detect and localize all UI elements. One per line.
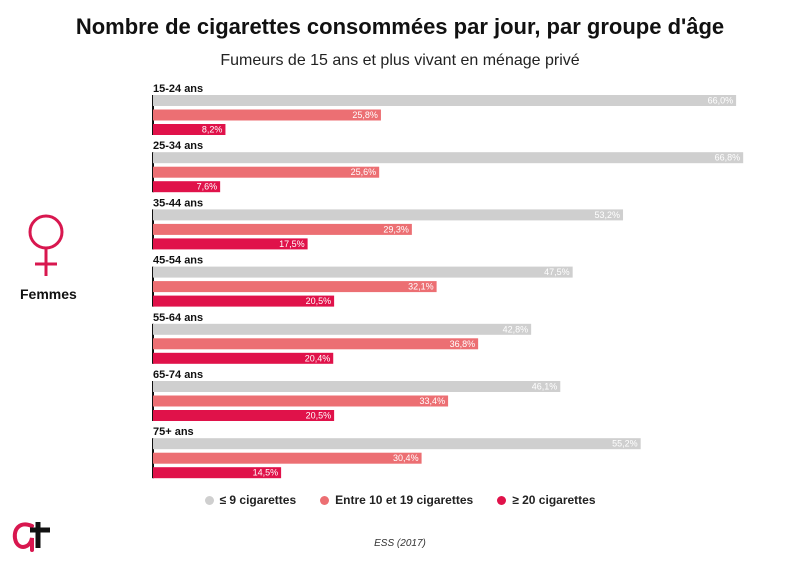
legend-item-low: ≤ 9 cigarettes xyxy=(204,493,297,507)
bar xyxy=(153,124,226,135)
data-label: 20,5% xyxy=(306,411,332,421)
bar xyxy=(153,238,308,250)
bar xyxy=(153,338,479,350)
data-label: 20,4% xyxy=(305,353,331,363)
legend-item-mid: Entre 10 et 19 cigarettes xyxy=(320,493,473,507)
category-label: 45-54 ans xyxy=(153,255,203,267)
source-note: ESS (2017) xyxy=(374,538,426,549)
data-label: 46,1% xyxy=(532,382,558,392)
data-label: 20,5% xyxy=(306,296,332,306)
data-label: 14,5% xyxy=(253,468,279,478)
category-label: 15-24 ans xyxy=(153,83,203,95)
legend-item-high: ≥ 20 cigarettes xyxy=(497,493,596,507)
bar xyxy=(153,209,624,221)
legend-swatch-mid xyxy=(320,495,330,505)
data-label: 25,6% xyxy=(351,167,377,177)
bar xyxy=(153,95,737,106)
legend-label-mid: Entre 10 et 19 cigarettes xyxy=(335,493,474,507)
category-label: 55-64 ans xyxy=(153,312,203,324)
bar xyxy=(153,452,422,464)
bar xyxy=(153,281,437,293)
bar xyxy=(153,381,561,392)
bar xyxy=(153,467,282,479)
bar xyxy=(153,410,335,421)
data-label: 55,2% xyxy=(612,439,638,449)
data-label: 33,4% xyxy=(420,396,446,406)
category-label: 35-44 ans xyxy=(153,197,203,209)
chart-subtitle: Fumeurs de 15 ans et plus vivant en ména… xyxy=(220,52,580,69)
data-label: 29,3% xyxy=(383,224,409,234)
legend-swatch-high xyxy=(497,495,507,505)
data-label: 8,2% xyxy=(202,125,223,135)
category-label: 25-34 ans xyxy=(153,140,203,152)
group-label: Femmes xyxy=(20,286,77,302)
data-label: 42,8% xyxy=(503,324,529,334)
data-label: 17,5% xyxy=(279,239,305,249)
at-logo-icon xyxy=(12,522,50,552)
data-label: 7,6% xyxy=(197,182,218,192)
data-label: 25,8% xyxy=(352,110,378,120)
bar xyxy=(153,323,532,335)
bar xyxy=(153,438,641,450)
bar xyxy=(153,181,221,193)
data-label: 66,8% xyxy=(715,153,741,163)
bar xyxy=(153,266,573,278)
legend-label-low: ≤ 9 cigarettes xyxy=(219,493,297,507)
bar xyxy=(153,352,334,364)
data-label: 32,1% xyxy=(408,282,434,292)
category-label: 65-74 ans xyxy=(153,369,203,381)
data-label: 47,5% xyxy=(544,267,570,277)
data-label: 66,0% xyxy=(708,96,734,106)
bar xyxy=(153,109,381,121)
female-symbol-icon xyxy=(28,214,64,276)
bar-chart: 15-24 ans 66,0% 25,8% 8,2% 25-34 ans 66,8% 25,… xyxy=(152,83,744,479)
bar xyxy=(153,166,380,178)
bar xyxy=(153,395,449,407)
bar xyxy=(153,223,412,235)
bar xyxy=(153,152,744,164)
data-label: 30,4% xyxy=(393,453,419,463)
data-label: 53,2% xyxy=(594,210,620,220)
category-label: 75+ ans xyxy=(153,426,194,438)
legend: ≤ 9 cigarettes Entre 10 et 19 cigarettes… xyxy=(0,493,800,507)
data-label: 36,8% xyxy=(450,339,476,349)
legend-swatch-low xyxy=(204,495,214,505)
chart-title: Nombre de cigarettes consommées par jour… xyxy=(75,14,725,39)
legend-label-high: ≥ 20 cigarettes xyxy=(512,493,596,507)
bar xyxy=(153,295,335,307)
